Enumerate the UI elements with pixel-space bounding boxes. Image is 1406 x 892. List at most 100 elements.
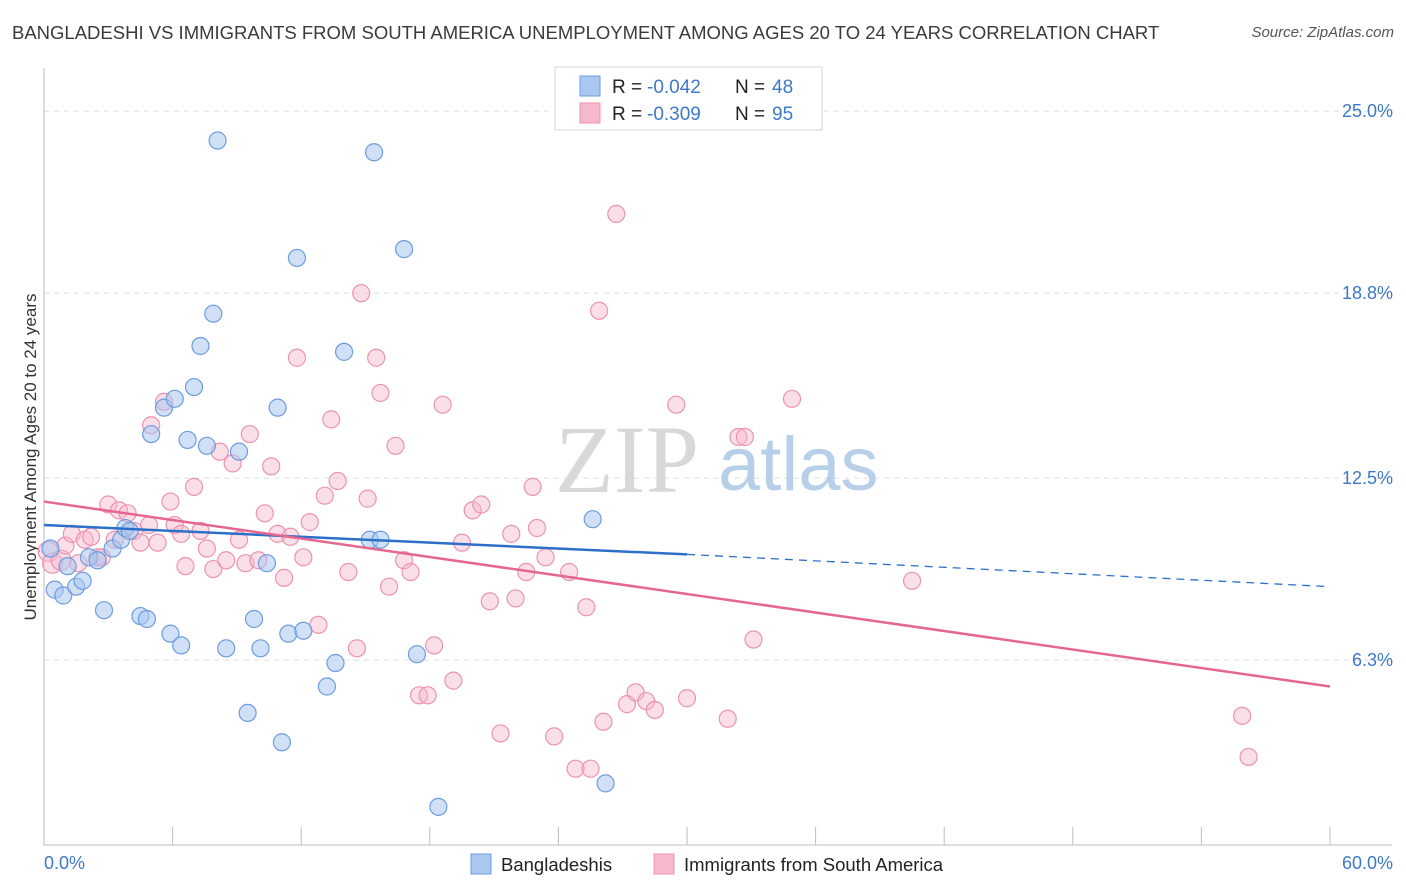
south-america-point	[566, 759, 585, 778]
south-america-point	[491, 724, 510, 743]
bangladeshi-point	[54, 586, 73, 605]
south-america-point	[523, 477, 542, 496]
x-tick-label: 0.0%	[44, 853, 85, 873]
y-tick-label: 18.8%	[1342, 283, 1393, 303]
south-america-point	[401, 562, 420, 582]
axes	[43, 68, 1392, 846]
bangladeshi-point	[120, 521, 139, 541]
south-america-point	[294, 548, 313, 567]
south-america-point	[594, 712, 613, 731]
y-tick-label: 6.3%	[1352, 650, 1393, 670]
south-america-point	[274, 568, 294, 587]
south-america-point	[328, 471, 347, 491]
bangladeshi-point	[41, 539, 60, 558]
bangladeshi-point	[172, 636, 191, 655]
bangladeshi-point	[317, 677, 337, 696]
south-america-point	[229, 530, 249, 549]
bangladeshi-point	[294, 621, 313, 640]
watermark-atlas: atlas	[718, 422, 879, 507]
legend-swatch-bangladeshis	[470, 853, 492, 875]
bangladeshi-point	[257, 554, 277, 573]
legend-r-label: R =	[612, 77, 642, 98]
south-america-point	[744, 630, 763, 649]
bangladeshi-point	[268, 398, 287, 417]
south-america-point	[782, 389, 802, 408]
bangladeshi-point	[58, 557, 77, 576]
south-america-trend-line	[43, 500, 1331, 688]
south-america-point	[217, 551, 236, 570]
south-america-point	[480, 592, 499, 611]
bangladeshi-point	[287, 248, 307, 268]
south-america-point	[287, 348, 307, 367]
south-america-point	[358, 489, 377, 508]
south-america-point	[240, 424, 259, 444]
south-america-point	[718, 709, 737, 728]
south-america-point	[472, 495, 491, 514]
bangladeshi-point	[165, 389, 184, 408]
south-america-point	[386, 436, 405, 455]
south-america-point	[172, 524, 191, 543]
bangladeshi-trend-extension	[686, 553, 1331, 588]
south-america-point	[581, 759, 600, 778]
legend-n-value: 95	[772, 104, 793, 125]
bangladeshi-point	[178, 430, 197, 450]
bangladeshi-point	[583, 510, 602, 529]
bangladeshi-point	[94, 601, 114, 620]
bangladeshi-point	[326, 653, 345, 673]
y-tick-label: 12.5%	[1342, 468, 1393, 488]
bangladeshi-point	[197, 436, 216, 455]
source-label: Source: ZipAtlas.com	[1251, 24, 1394, 41]
bangladeshi-point	[334, 342, 354, 361]
y-axis-label: Unemployment Among Ages 20 to 24 years	[21, 294, 40, 621]
legend-r-value: -0.042	[647, 77, 701, 98]
legend-r-label: R =	[612, 104, 642, 125]
legend-swatch-south-america	[653, 853, 675, 875]
bangladeshi-point	[244, 609, 264, 629]
south-america-point	[1239, 747, 1258, 767]
bangladeshi-point	[364, 143, 384, 162]
legend-r-value: -0.309	[647, 104, 701, 125]
south-america-point	[352, 284, 371, 303]
south-america-point	[536, 548, 555, 567]
south-america-point	[502, 524, 521, 543]
x-tick-labels: 0.0% 60.0%	[44, 853, 1393, 873]
bangladeshi-point	[137, 609, 156, 629]
south-america-point	[161, 492, 180, 511]
trend-lines	[43, 500, 1331, 688]
bangladeshi-trend-line	[43, 523, 688, 556]
south-america-point	[590, 301, 609, 320]
bangladeshi-point	[217, 639, 236, 658]
south-america-point	[315, 486, 334, 505]
south-america-point	[148, 533, 167, 552]
bangladeshi-point	[279, 624, 298, 643]
legend-label-bangladeshis: Bangladeshis	[501, 854, 612, 875]
south-america-point	[99, 495, 118, 514]
y-tick-label: 25.0%	[1342, 101, 1393, 121]
legend-swatch-pink	[579, 102, 601, 124]
series-legend: Bangladeshis Immigrants from South Ameri…	[470, 853, 944, 875]
south-america-point	[262, 457, 281, 476]
bangladeshi-point	[191, 336, 210, 356]
y-tick-labels: 6.3% 12.5% 18.8% 25.0%	[1342, 101, 1393, 670]
bangladeshi-points	[41, 131, 615, 816]
south-america-point	[394, 551, 414, 570]
legend-n-label: N =	[735, 77, 765, 98]
bangladeshi-point	[596, 774, 615, 793]
south-america-point	[444, 671, 463, 690]
bangladeshi-point	[229, 442, 249, 461]
south-america-point	[506, 589, 525, 608]
bangladeshi-point	[73, 571, 92, 590]
south-america-point	[607, 204, 626, 223]
bangladeshi-point	[407, 645, 427, 664]
south-america-point	[902, 571, 922, 590]
bangladeshi-point	[238, 703, 257, 723]
bangladeshi-point	[142, 424, 161, 444]
bangladeshi-point	[88, 551, 107, 570]
legend-n-value: 48	[772, 77, 793, 98]
legend-label-south-america: Immigrants from South America	[684, 854, 944, 875]
south-america-point	[255, 504, 274, 523]
watermark-zip: ZIP	[555, 406, 699, 513]
south-america-point	[82, 527, 101, 546]
bangladeshi-point	[429, 797, 448, 816]
